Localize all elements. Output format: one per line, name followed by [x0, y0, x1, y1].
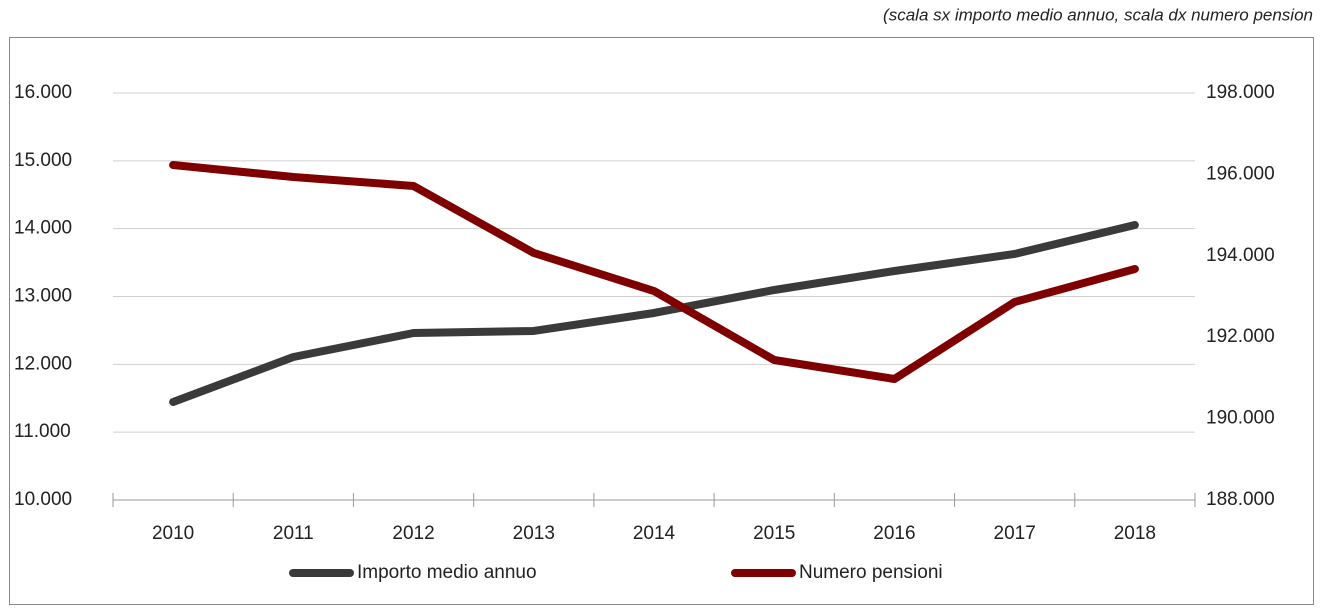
x-tick-label: 2015 [753, 523, 795, 544]
y-tick-label: 10.000 [14, 489, 72, 510]
y2-tick-label: 196.000 [1206, 163, 1275, 184]
y2-tick-label: 198.000 [1206, 82, 1275, 103]
y-tick-label: 15.000 [14, 150, 72, 171]
x-tick-label: 2014 [633, 523, 676, 544]
x-tick-label: 2012 [392, 523, 434, 544]
x-tick-label: 2016 [873, 523, 915, 544]
y2-tick-label: 190.000 [1206, 408, 1275, 429]
y-tick-label: 12.000 [14, 353, 72, 374]
scale-note: (scala sx importo medio annuo, scala dx … [883, 5, 1313, 24]
x-tick-label: 2018 [1114, 523, 1156, 544]
y-tick-label: 16.000 [14, 82, 72, 103]
legend-label: Numero pensioni [799, 562, 943, 583]
y-tick-label: 13.000 [14, 286, 72, 307]
x-tick-label: 2017 [994, 523, 1036, 544]
x-tick-label: 2011 [273, 523, 314, 544]
x-tick-label: 2013 [513, 523, 555, 544]
chart-frame [9, 37, 1314, 605]
y-tick-label: 14.000 [14, 218, 72, 239]
series-line [169, 221, 1139, 406]
legend-label: Importo medio annuo [357, 562, 537, 583]
y2-tick-label: 188.000 [1206, 489, 1275, 510]
y2-tick-label: 192.000 [1206, 326, 1275, 347]
series-line [169, 160, 1139, 383]
y2-tick-label: 194.000 [1206, 245, 1275, 266]
y-tick-label: 11.000 [14, 421, 71, 442]
x-tick-label: 2010 [152, 523, 194, 544]
